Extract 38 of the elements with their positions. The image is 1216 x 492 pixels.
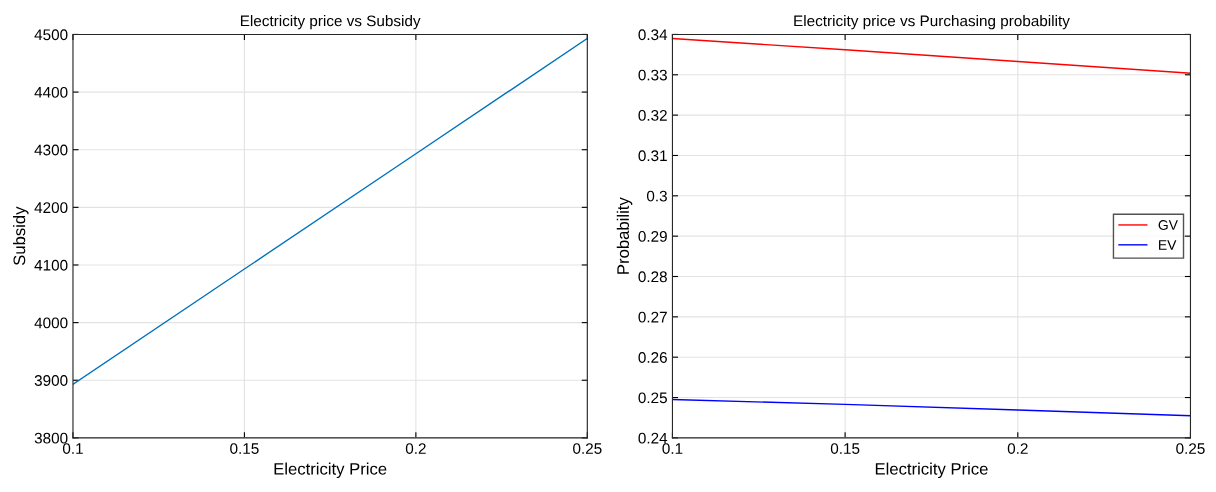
x-tick-label: 0.15 — [830, 443, 860, 454]
x-tick-label: 0.1 — [662, 443, 683, 454]
y-axis-title: Probability — [616, 197, 633, 274]
y-tick-label: 4200 — [34, 202, 68, 214]
x-axis-title: Electricity Price — [875, 462, 988, 479]
y-tick-label: 4400 — [34, 86, 68, 98]
y-tick-label: 3900 — [34, 375, 68, 386]
x-tick-label: 0.25 — [573, 443, 602, 454]
y-tick-label: 4300 — [34, 144, 68, 156]
y-tick-label: 4100 — [34, 259, 68, 271]
y-tick-label: 0.34 — [638, 29, 668, 41]
chart-title: Electricity price vs Purchasing probability — [794, 15, 1070, 30]
y-tick-label: 0.27 — [638, 311, 667, 323]
x-tick-label: 0.1 — [62, 443, 83, 454]
y-tick-label: 3800 — [34, 432, 68, 444]
line-series — [672, 398, 1191, 417]
y-tick-label: 0.28 — [638, 271, 667, 283]
y-tick-label: 0.24 — [638, 432, 668, 444]
y-tick-label: 0.26 — [638, 352, 667, 363]
x-tick-label: 0.2 — [1007, 443, 1028, 454]
x-axis-title: Electricity Price — [274, 462, 387, 479]
legend-label: EV — [1159, 240, 1177, 250]
y-axis-title: Subsidy — [13, 206, 29, 266]
legend-label: GV — [1158, 220, 1178, 230]
y-tick-label: 0.32 — [638, 110, 667, 121]
y-tick-label: 0.31 — [638, 150, 667, 162]
y-tick-label: 4500 — [34, 29, 68, 41]
y-tick-label: 0.25 — [638, 392, 667, 404]
chart-title: Electricity price vs Subsidy — [240, 15, 421, 30]
x-tick-label: 0.25 — [1176, 443, 1205, 454]
y-tick-label: 4000 — [34, 317, 68, 329]
line-series — [72, 37, 588, 385]
x-tick-label: 0.2 — [405, 443, 426, 454]
y-tick-label: 0.33 — [638, 69, 667, 81]
line-series — [672, 37, 1191, 74]
x-tick-label: 0.15 — [230, 443, 259, 454]
y-tick-label: 0.29 — [638, 231, 667, 242]
y-tick-label: 0.3 — [646, 190, 667, 202]
